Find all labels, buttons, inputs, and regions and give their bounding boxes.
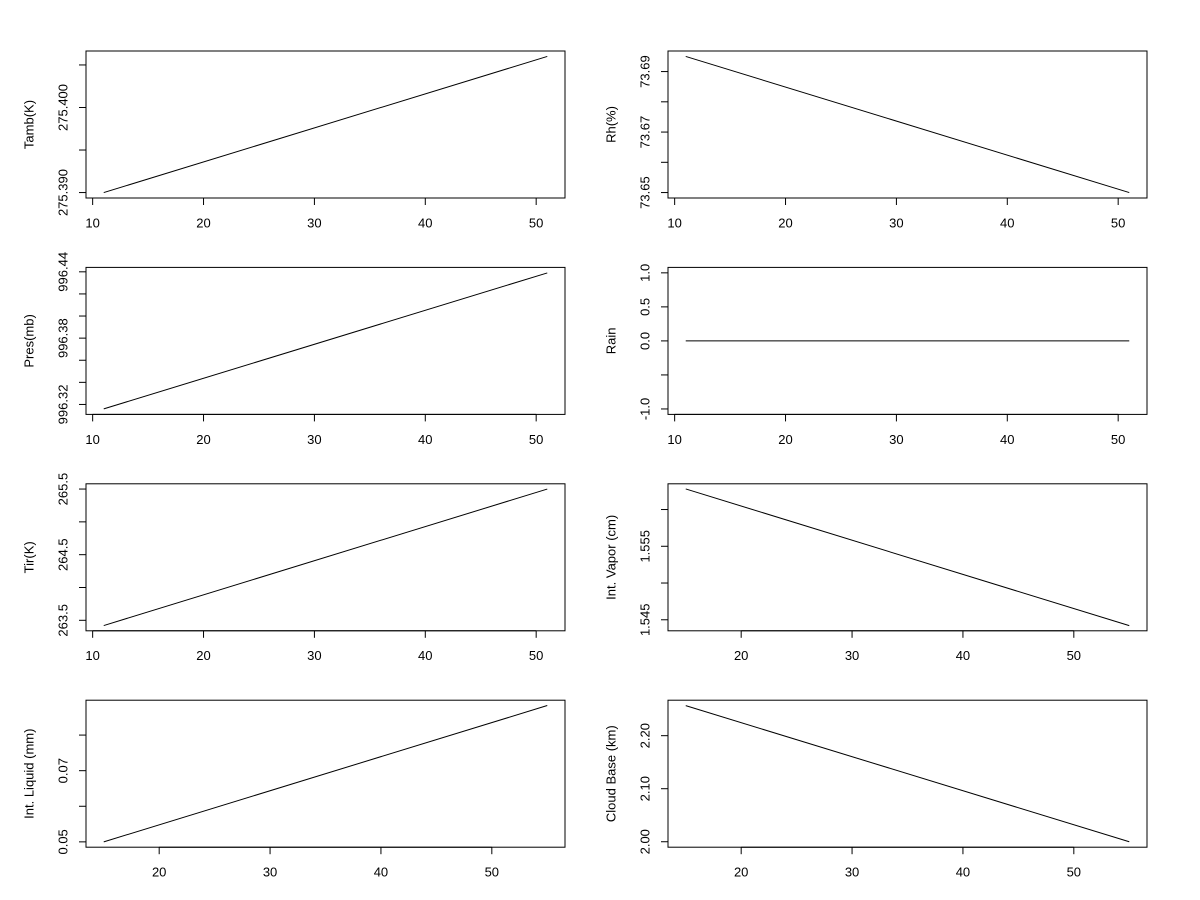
y-tick-label: 264.5 bbox=[55, 538, 70, 571]
y-axis-label: Tamb(K) bbox=[21, 100, 36, 149]
x-tick-label: 40 bbox=[956, 648, 970, 663]
y-axis-label: Rain bbox=[603, 328, 618, 355]
x-tick-label: 10 bbox=[85, 648, 99, 663]
x-tick-label: 10 bbox=[667, 215, 681, 230]
x-tick-label: 10 bbox=[667, 432, 681, 447]
data-line bbox=[103, 488, 548, 627]
y-axis-label: Tir(K) bbox=[21, 541, 36, 573]
y-tick-label: 2.10 bbox=[637, 776, 652, 801]
y-tick-label: 0.0 bbox=[637, 332, 652, 350]
x-tick-label: 40 bbox=[1000, 432, 1014, 447]
x-tick-label: 50 bbox=[1067, 865, 1081, 880]
data-line bbox=[685, 488, 1130, 627]
x-tick-label: 30 bbox=[845, 648, 859, 663]
x-tick-label: 50 bbox=[529, 215, 543, 230]
x-tick-label: 40 bbox=[418, 215, 432, 230]
y-axis-label: Cloud Base (km) bbox=[603, 725, 618, 822]
y-axis-label: Int. Liquid (mm) bbox=[21, 729, 36, 819]
y-tick-label: 0.05 bbox=[55, 829, 70, 854]
x-tick-label: 20 bbox=[196, 215, 210, 230]
x-tick-label: 50 bbox=[529, 648, 543, 663]
y-tick-label: 2.20 bbox=[637, 723, 652, 748]
x-tick-label: 20 bbox=[734, 648, 748, 663]
x-tick-label: 40 bbox=[418, 648, 432, 663]
x-tick-label: 10 bbox=[85, 215, 99, 230]
y-tick-label: -1.0 bbox=[637, 398, 652, 420]
y-tick-label: 996.38 bbox=[55, 318, 70, 358]
y-axis-label: Pres(mb) bbox=[21, 314, 36, 367]
x-tick-label: 30 bbox=[307, 648, 321, 663]
x-tick-label: 40 bbox=[956, 865, 970, 880]
y-tick-label: 0.5 bbox=[637, 298, 652, 316]
y-tick-label: 265.5 bbox=[55, 473, 70, 506]
x-tick-label: 40 bbox=[1000, 215, 1014, 230]
x-tick-label: 20 bbox=[196, 648, 210, 663]
y-tick-label: 73.69 bbox=[637, 55, 652, 88]
x-tick-label: 50 bbox=[485, 865, 499, 880]
data-line bbox=[685, 55, 1130, 194]
y-tick-label: 2.00 bbox=[637, 829, 652, 854]
y-tick-label: 996.44 bbox=[55, 252, 70, 292]
x-tick-label: 30 bbox=[889, 215, 903, 230]
y-axis-label: Int. Vapor (cm) bbox=[603, 515, 618, 600]
x-tick-label: 50 bbox=[1111, 215, 1125, 230]
x-tick-label: 40 bbox=[374, 865, 388, 880]
y-tick-label: 73.65 bbox=[637, 176, 652, 209]
x-tick-label: 30 bbox=[263, 865, 277, 880]
x-tick-label: 30 bbox=[889, 432, 903, 447]
x-tick-label: 30 bbox=[845, 865, 859, 880]
data-line bbox=[103, 55, 548, 194]
data-line bbox=[103, 705, 548, 843]
x-tick-label: 30 bbox=[307, 215, 321, 230]
data-line bbox=[103, 272, 548, 410]
y-tick-label: 1.545 bbox=[637, 604, 652, 637]
x-tick-label: 50 bbox=[529, 432, 543, 447]
y-tick-label: 263.5 bbox=[55, 604, 70, 637]
x-tick-label: 20 bbox=[778, 432, 792, 447]
x-tick-label: 40 bbox=[418, 432, 432, 447]
y-tick-label: 0.07 bbox=[55, 758, 70, 783]
y-axis-label: Rh(%) bbox=[603, 106, 618, 143]
x-tick-label: 50 bbox=[1111, 432, 1125, 447]
y-tick-label: 73.67 bbox=[637, 116, 652, 149]
x-tick-label: 30 bbox=[307, 432, 321, 447]
x-tick-label: 10 bbox=[85, 432, 99, 447]
x-tick-label: 20 bbox=[734, 865, 748, 880]
y-tick-label: 996.32 bbox=[55, 385, 70, 425]
x-tick-label: 20 bbox=[196, 432, 210, 447]
data-line bbox=[685, 705, 1130, 843]
y-tick-label: 1.0 bbox=[637, 264, 652, 282]
y-tick-label: 275.390 bbox=[55, 169, 70, 216]
x-tick-label: 20 bbox=[778, 215, 792, 230]
y-tick-label: 1.555 bbox=[637, 530, 652, 563]
x-tick-label: 50 bbox=[1067, 648, 1081, 663]
x-tick-label: 20 bbox=[152, 865, 166, 880]
y-tick-label: 275.400 bbox=[55, 84, 70, 131]
